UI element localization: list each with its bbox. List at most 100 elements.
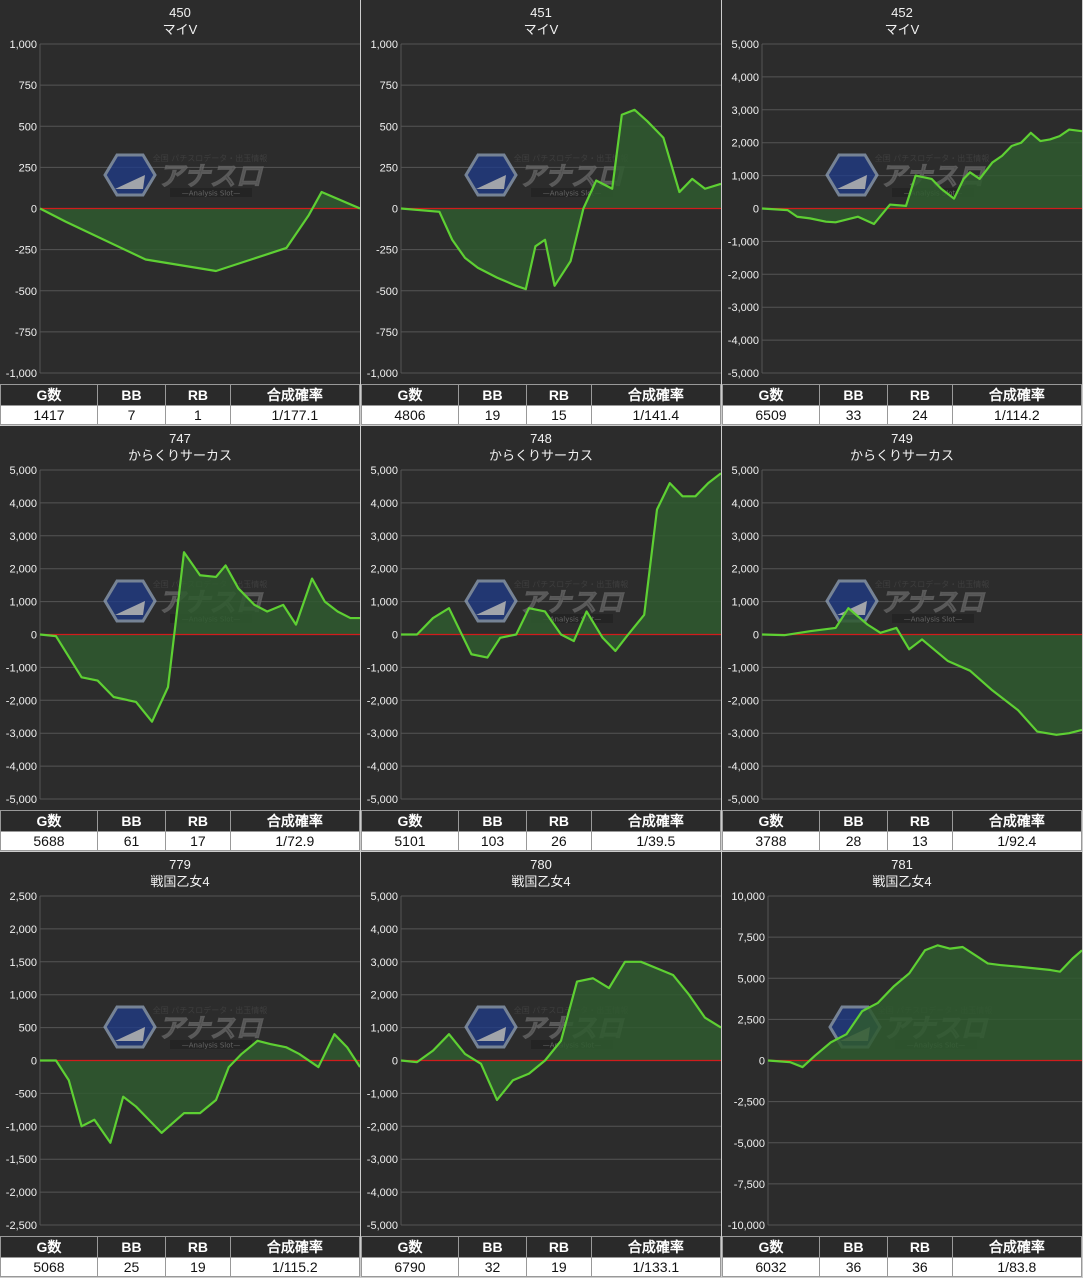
payout-chart: 5,0004,0003,0002,0001,0000-1,000-2,000-3… bbox=[361, 426, 722, 810]
rb-value: 1 bbox=[166, 406, 231, 425]
stats-header-probability: 合成確率 bbox=[952, 385, 1081, 406]
machine-model: 戦国乙女4 bbox=[722, 873, 1082, 890]
slot-machine-panel: 5,0004,0003,0002,0001,0000-1,000-2,000-3… bbox=[361, 852, 722, 1278]
stats-header-games: G数 bbox=[362, 811, 459, 832]
payout-chart: 10,0007,5005,0002,5000-2,500-5,000-7,500… bbox=[722, 852, 1083, 1236]
y-tick-label: 2,000 bbox=[9, 924, 37, 936]
y-tick-label: 5,000 bbox=[737, 973, 765, 985]
y-tick-label: 4,000 bbox=[731, 72, 759, 84]
bb-value: 103 bbox=[458, 832, 526, 851]
machine-number: 452 bbox=[722, 4, 1082, 21]
games-value: 5101 bbox=[362, 832, 459, 851]
series-area bbox=[768, 945, 1082, 1067]
payout-chart: 5,0004,0003,0002,0001,0000-1,000-2,000-3… bbox=[361, 852, 722, 1236]
payout-chart: 1,0007505002500-250-500-750-1,000全国 パチスロ… bbox=[0, 0, 361, 384]
y-tick-label: 5,000 bbox=[731, 39, 759, 51]
y-tick-label: 0 bbox=[31, 204, 37, 216]
stats-header-bb: BB bbox=[458, 1237, 526, 1258]
games-value: 6509 bbox=[723, 406, 820, 425]
rb-value: 26 bbox=[527, 832, 592, 851]
series-area bbox=[762, 608, 1082, 735]
y-tick-label: 2,000 bbox=[370, 990, 398, 1002]
y-tick-label: -2,000 bbox=[367, 1121, 398, 1133]
watermark-title: アナスロ bbox=[158, 1014, 263, 1044]
machine-model: マイV bbox=[722, 21, 1082, 38]
stats-header-probability: 合成確率 bbox=[230, 811, 359, 832]
y-tick-label: 4,000 bbox=[370, 498, 398, 510]
stats-table: G数BBRB合成確率568861171/72.9 bbox=[0, 810, 360, 851]
y-tick-label: -5,000 bbox=[367, 794, 398, 806]
machine-model: からくりサーカス bbox=[0, 447, 360, 464]
stats-header-games: G数 bbox=[362, 1237, 459, 1258]
stats-header-rb: RB bbox=[888, 811, 953, 832]
stats-header-probability: 合成確率 bbox=[591, 1237, 720, 1258]
y-tick-label: 0 bbox=[753, 630, 759, 642]
slot-machine-panel: 1,0007505002500-250-500-750-1,000全国 パチスロ… bbox=[0, 0, 361, 426]
slot-machine-panel: 2,5002,0001,5001,0005000-500-1,000-1,500… bbox=[0, 852, 361, 1278]
rb-value: 19 bbox=[527, 1258, 592, 1277]
stats-table: G数BBRB合成確率650933241/114.2 bbox=[722, 384, 1082, 425]
machine-number: 781 bbox=[722, 856, 1082, 873]
y-tick-label: -7,500 bbox=[734, 1179, 765, 1191]
y-tick-label: -750 bbox=[376, 327, 398, 339]
stats-header-games: G数 bbox=[723, 811, 820, 832]
watermark-title: アナスロ bbox=[158, 162, 263, 192]
y-tick-label: -10,000 bbox=[728, 1220, 765, 1232]
stats-header-bb: BB bbox=[97, 385, 165, 406]
y-tick-label: 0 bbox=[392, 204, 398, 216]
y-tick-label: 4,000 bbox=[370, 924, 398, 936]
probability-value: 1/114.2 bbox=[952, 406, 1081, 425]
y-tick-label: 0 bbox=[31, 630, 37, 642]
y-tick-label: -3,000 bbox=[367, 1154, 398, 1166]
y-tick-label: -2,000 bbox=[728, 269, 759, 281]
stats-header-rb: RB bbox=[888, 1237, 953, 1258]
games-value: 3788 bbox=[723, 832, 820, 851]
y-tick-label: -1,000 bbox=[367, 662, 398, 674]
y-tick-label: -2,500 bbox=[734, 1097, 765, 1109]
slot-machine-panel: 5,0004,0003,0002,0001,0000-1,000-2,000-3… bbox=[722, 426, 1083, 852]
y-tick-label: -3,000 bbox=[367, 728, 398, 740]
stats-table: G数BBRB合成確率5101103261/39.5 bbox=[361, 810, 721, 851]
y-tick-label: 3,000 bbox=[731, 105, 759, 117]
y-tick-label: -1,000 bbox=[6, 1121, 37, 1133]
stats-header-games: G数 bbox=[1, 811, 98, 832]
y-tick-label: 3,000 bbox=[731, 531, 759, 543]
y-tick-label: 5,000 bbox=[731, 465, 759, 477]
bb-value: 19 bbox=[458, 406, 526, 425]
chart-header: 452マイV bbox=[722, 4, 1082, 38]
payout-chart: 2,5002,0001,5001,0005000-500-1,000-1,500… bbox=[0, 852, 361, 1236]
stats-table: G数BBRB合成確率603236361/83.8 bbox=[722, 1236, 1082, 1277]
y-tick-label: 250 bbox=[19, 162, 37, 174]
stats-header-bb: BB bbox=[458, 811, 526, 832]
machine-number: 779 bbox=[0, 856, 360, 873]
stats-table: G数BBRB合成確率679032191/133.1 bbox=[361, 1236, 721, 1277]
y-tick-label: -500 bbox=[15, 1088, 37, 1100]
y-tick-label: 5,000 bbox=[370, 891, 398, 903]
chart-header: 450マイV bbox=[0, 4, 360, 38]
slot-machine-panel: 5,0004,0003,0002,0001,0000-1,000-2,000-3… bbox=[722, 0, 1083, 426]
rb-value: 17 bbox=[166, 832, 231, 851]
y-tick-label: -1,000 bbox=[6, 368, 37, 380]
slot-machine-panel: 1,0007505002500-250-500-750-1,000全国 パチスロ… bbox=[361, 0, 722, 426]
y-tick-label: 2,000 bbox=[731, 138, 759, 150]
y-tick-label: -4,000 bbox=[6, 761, 37, 773]
y-tick-label: -5,000 bbox=[6, 794, 37, 806]
machine-model: からくりサーカス bbox=[361, 447, 721, 464]
y-tick-label: -1,000 bbox=[367, 1088, 398, 1100]
machine-number: 450 bbox=[0, 4, 360, 21]
stats-table: G数BBRB合成確率1417711/177.1 bbox=[0, 384, 360, 425]
games-value: 1417 bbox=[1, 406, 98, 425]
machine-model: からくりサーカス bbox=[722, 447, 1082, 464]
machine-number: 780 bbox=[361, 856, 721, 873]
y-tick-label: 250 bbox=[380, 162, 398, 174]
probability-value: 1/141.4 bbox=[591, 406, 720, 425]
stats-header-games: G数 bbox=[362, 385, 459, 406]
probability-value: 1/72.9 bbox=[230, 832, 359, 851]
y-tick-label: 2,000 bbox=[9, 564, 37, 576]
chart-header: 781戦国乙女4 bbox=[722, 856, 1082, 890]
stats-header-rb: RB bbox=[166, 811, 231, 832]
y-tick-label: 750 bbox=[19, 80, 37, 92]
stats-header-bb: BB bbox=[819, 811, 887, 832]
y-tick-label: 0 bbox=[753, 204, 759, 216]
